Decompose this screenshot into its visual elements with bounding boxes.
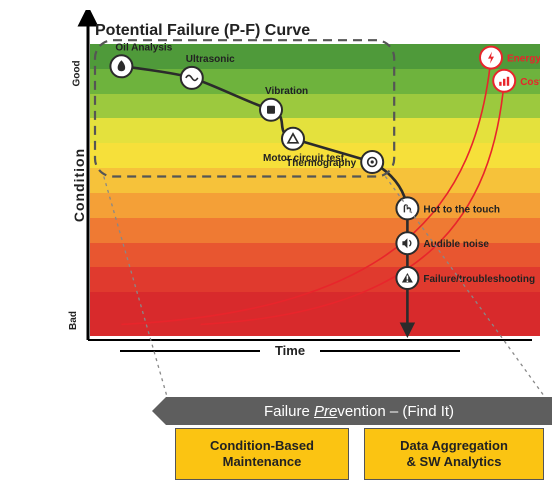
svg-text:Cost to repair: Cost to repair [520, 77, 540, 88]
chart-title: Potential Failure (P-F) Curve [95, 22, 310, 40]
svg-text:Audible noise: Audible noise [423, 239, 489, 250]
banner-arrow-point [152, 397, 166, 425]
svg-text:Energy waste: Energy waste [507, 54, 540, 65]
x-axis-label-wrap: Time [40, 342, 540, 360]
svg-text:Vibration: Vibration [265, 86, 308, 97]
svg-text:Failure/troubleshooting: Failure/troubleshooting [423, 274, 535, 285]
plot-svg: Energy waste Cost to repair Oil Analysis… [40, 10, 540, 360]
box-condition-maintenance: Condition-BasedMaintenance [175, 428, 349, 480]
y-bottom-label: Bad [68, 311, 79, 330]
svg-text:Hot to the touch: Hot to the touch [423, 204, 500, 215]
box-data-aggregation: Data Aggregation& SW Analytics [364, 428, 544, 480]
banner-failure-prevention: Failure Prevention – (Find It) [166, 397, 552, 425]
chart-area: Energy waste Cost to repair Oil Analysis… [40, 10, 540, 360]
svg-text:Ultrasonic: Ultrasonic [186, 54, 235, 65]
svg-text:Oil Analysis: Oil Analysis [115, 42, 172, 53]
banner-text: Failure Prevention – (Find It) [264, 403, 454, 420]
x-axis-label: Time [265, 343, 315, 358]
y-top-label: Good [72, 60, 83, 86]
y-axis-label: Condition [71, 148, 87, 222]
svg-text:Thermography: Thermography [286, 158, 356, 169]
